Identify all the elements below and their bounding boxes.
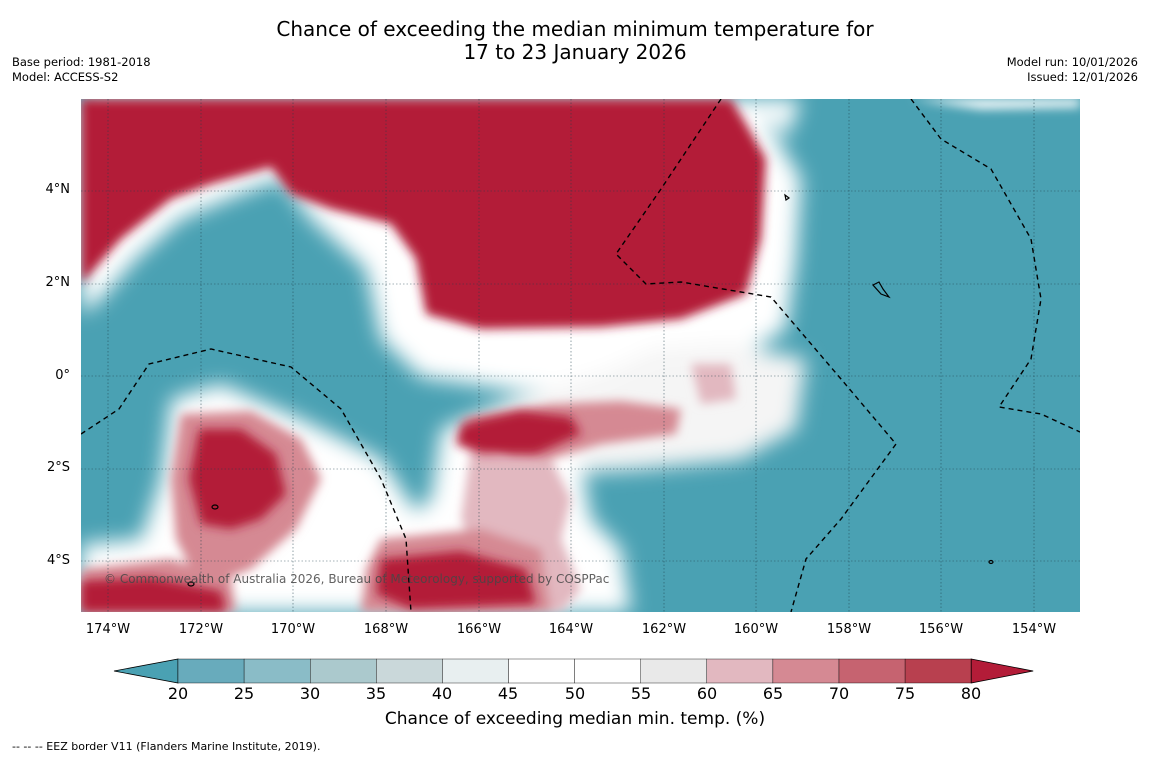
cb-tick-70: 70 [828,684,850,703]
colorbar-segment [442,658,509,684]
base-period-text: Base period: 1981-2018 [12,55,151,69]
graticule [81,99,1080,612]
cb-tick-75: 75 [894,684,916,703]
cb-tick-20: 20 [167,684,189,703]
cb-tick-35: 35 [365,684,387,703]
colorbar-extend-high [970,658,1034,684]
cb-tick-60: 60 [696,684,718,703]
colorbar-segment [508,658,575,684]
lon-label-156w: 156°W [918,622,964,637]
cb-tick-55: 55 [630,684,652,703]
lon-label-174w: 174°W [85,622,131,637]
colorbar-segment [177,658,245,684]
colorbar-segment [243,658,311,684]
forecast-map: © Commonwealth of Australia 2026, Bureau… [81,99,1080,612]
lon-label-162w: 162°W [641,622,687,637]
title-line-2: 17 to 23 January 2026 [463,40,687,64]
colorbar-segment [904,658,972,684]
title-line-1: Chance of exceeding the median minimum t… [276,17,874,41]
lon-label-160w: 160°W [733,622,779,637]
colorbar-segment [838,658,906,684]
islands [187,193,994,587]
cb-tick-80: 80 [960,684,982,703]
lat-label-2s: 2°S [46,460,70,475]
lon-label-166w: 166°W [456,622,502,637]
strong-above-areas [81,99,1080,612]
cb-tick-45: 45 [497,684,519,703]
lat-label-4s: 4°S [46,553,70,568]
colorbar-segment [309,658,377,684]
eez-borders [81,99,1080,612]
lon-label-164w: 164°W [548,622,594,637]
colorbar-segment [574,658,641,684]
model-run-text: Model run: 10/01/2026 [1006,55,1138,69]
meta-left: Base period: 1981-2018 Model: ACCESS-S2 [12,55,151,85]
lon-label-154w: 154°W [1011,622,1057,637]
colorbar-extend-low [113,658,179,684]
cb-tick-30: 30 [299,684,321,703]
colorbar-segment [772,658,840,684]
chart-title: Chance of exceeding the median minimum t… [0,18,1150,64]
colorbar-segment [376,658,443,684]
eez-footnote: -- -- -- EEZ border V11 (Flanders Marine… [12,740,321,753]
lon-label-158w: 158°W [826,622,872,637]
lon-label-168w: 168°W [363,622,409,637]
lat-label-4n: 4°N [45,182,71,197]
lon-label-170w: 170°W [270,622,316,637]
colorbar-label: Chance of exceeding median min. temp. (%… [384,709,766,729]
meta-right: Model run: 10/01/2026 Issued: 12/01/2026 [1007,55,1138,85]
issued-text: Issued: 12/01/2026 [1027,70,1138,84]
cb-tick-40: 40 [431,684,453,703]
lon-label-172w: 172°W [178,622,224,637]
lat-label-2n: 2°N [45,275,71,290]
cb-tick-25: 25 [233,684,255,703]
copyright-text: © Commonwealth of Australia 2026, Bureau… [104,572,610,586]
colorbar-segment [706,658,774,684]
cb-tick-65: 65 [762,684,784,703]
colorbar [113,658,1034,684]
map-canvas [81,99,1080,612]
colorbar-segment [640,658,708,684]
lat-label-0: 0° [55,368,70,383]
model-text: Model: ACCESS-S2 [12,70,119,84]
cb-tick-50: 50 [564,684,586,703]
